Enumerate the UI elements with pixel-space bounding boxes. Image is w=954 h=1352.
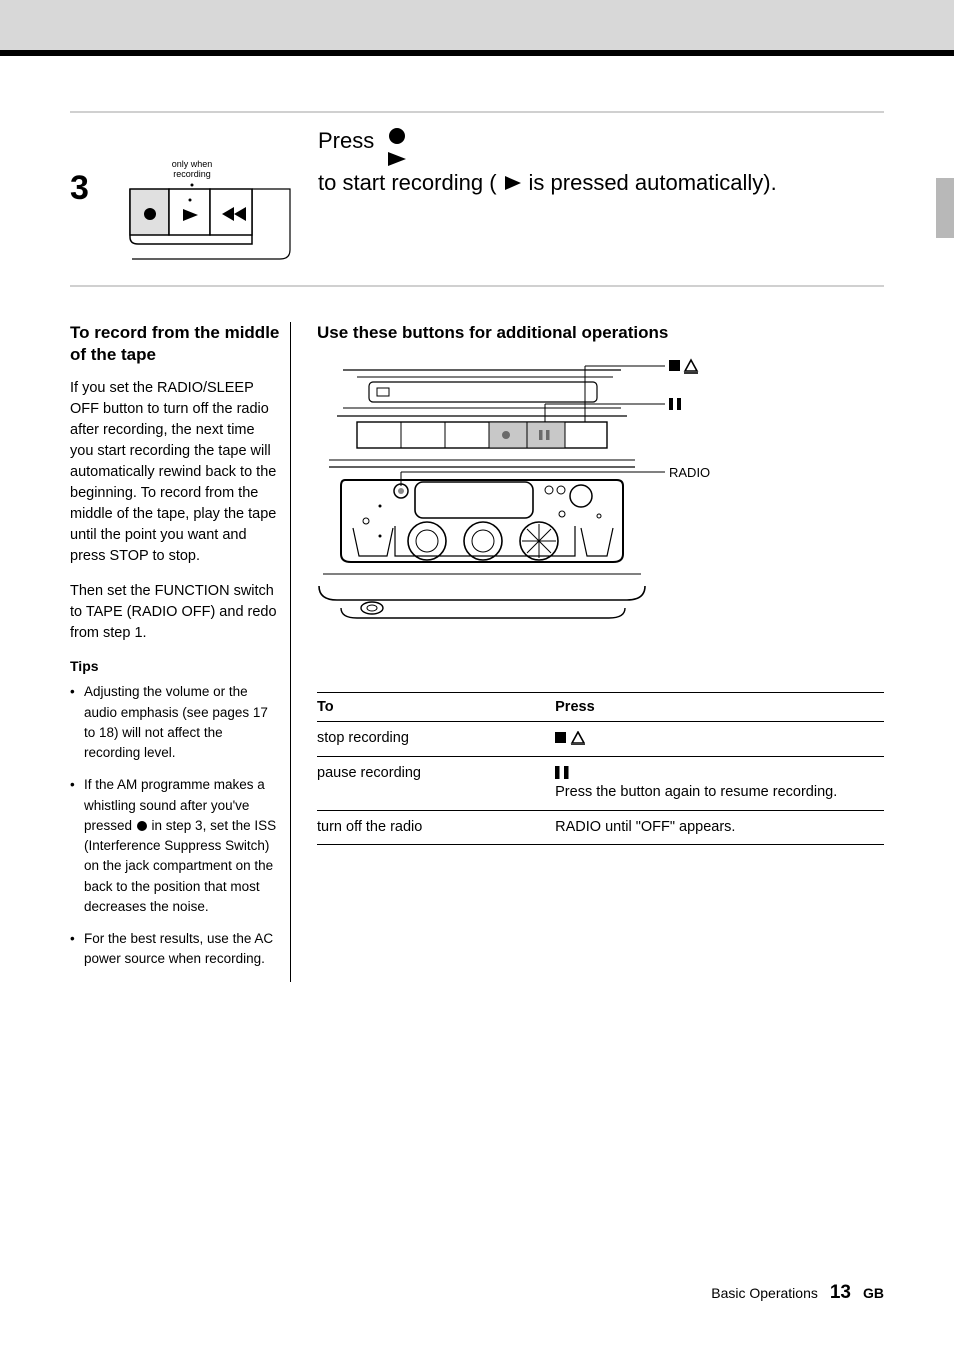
page-content: 3 only when recording [0,56,954,982]
page-number: 13 [830,1282,851,1304]
table-row: pause recording Press the button again t… [317,756,884,810]
table-row: turn off the radio RADIO until "OFF" app… [317,810,884,845]
step-number: 3 [70,121,108,208]
stop-eject-icon [555,731,585,745]
step-text-2: to start recording ( [318,168,497,198]
play-icon-inline [503,175,523,191]
lang-code: GB [863,1285,884,1301]
step-3-banner: 3 only when recording [70,121,884,287]
step-text-1: Press [318,128,380,153]
page-footer: Basic Operations 13 GB [711,1282,884,1304]
operations-table: To Press stop recording [317,692,884,845]
right-column: Use these buttons for additional operati… [290,322,884,982]
left-para-1: If you set the RADIO/SLEEP OFF button to… [70,378,280,567]
svg-text:recording: recording [173,169,211,179]
row-to: stop recording [317,722,555,757]
row-to: turn off the radio [317,810,555,845]
record-icon-inline [136,820,148,832]
tips-heading: Tips [70,658,280,674]
header-bar [0,0,954,56]
svg-text:RADIO: RADIO [669,465,710,480]
footer-section: Basic Operations [711,1285,818,1301]
tips-list: Adjusting the volume or the audio emphas… [70,682,280,969]
left-para-2: Then set the FUNCTION switch to TAPE (RA… [70,581,280,644]
pause-icon [555,766,569,779]
play-icon [386,150,408,168]
two-column-layout: To record from the middle of the tape If… [70,322,884,982]
row-press [555,722,884,757]
device-diagram: RADIO [317,356,884,666]
record-icon [387,126,407,146]
row-press: RADIO until "OFF" appears. [555,810,884,845]
left-heading: To record from the middle of the tape [70,322,280,366]
row-to: pause recording [317,756,555,810]
step-text-3: is pressed automatically). [529,168,777,198]
table-row: stop recording [317,722,884,757]
table-header-to: To [317,693,555,722]
tip-item-2: If the AM programme makes a whistling so… [70,775,280,917]
right-heading: Use these buttons for additional operati… [317,322,884,344]
left-column: To record from the middle of the tape If… [70,322,290,982]
tip-item-1: Adjusting the volume or the audio emphas… [70,682,280,763]
tip-item-3: For the best results, use the AC power s… [70,929,280,970]
svg-text:only when: only when [172,159,213,169]
row-press-suffix: Press the button again to resume recordi… [555,784,837,800]
step-instruction: Press to start recording ( is pressed au… [318,121,884,198]
table-header-press: Press [555,693,884,722]
top-rule [70,111,884,113]
press-symbols [386,126,408,168]
button-row-diagram: only when recording [128,121,298,277]
row-press: Press the button again to resume recordi… [555,756,884,810]
